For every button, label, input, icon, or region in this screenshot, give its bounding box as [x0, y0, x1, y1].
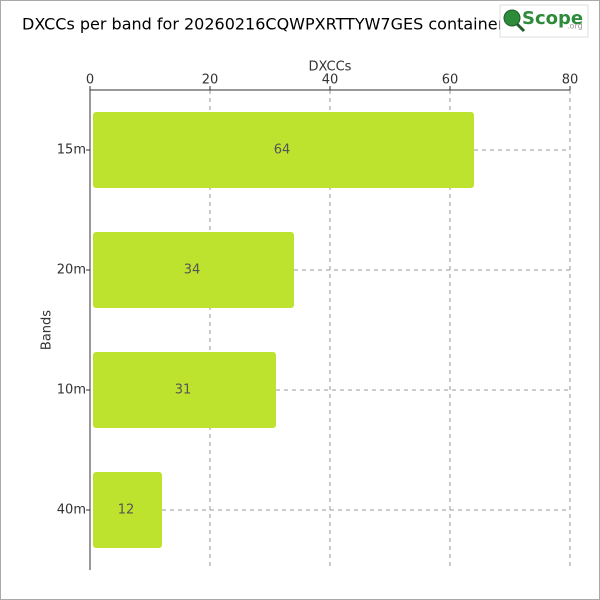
- logo-text: Scope: [522, 8, 583, 29]
- logo: Scope .org: [499, 4, 589, 38]
- x-tick-label: 0: [86, 73, 94, 88]
- bar: [93, 112, 474, 188]
- x-tick-label: 80: [562, 73, 579, 88]
- value-label: 64: [274, 143, 291, 158]
- y-tick-label: 10m: [57, 383, 86, 398]
- value-label: 12: [118, 503, 135, 518]
- y-tick-label: 15m: [57, 143, 86, 158]
- bar: [93, 352, 276, 428]
- logo-icon: [503, 9, 521, 27]
- value-label: 34: [184, 263, 201, 278]
- x-axis-label: DXCCs: [309, 60, 352, 75]
- bar: [93, 232, 294, 308]
- value-label: 31: [175, 383, 192, 398]
- x-tick-label: 40: [322, 73, 339, 88]
- bar: [93, 472, 162, 548]
- logo-handle: [515, 22, 526, 33]
- x-tick-label: 20: [202, 73, 219, 88]
- y-tick-label: 40m: [57, 503, 86, 518]
- y-axis-label: Bands: [40, 310, 55, 350]
- x-tick-label: 60: [442, 73, 459, 88]
- y-tick-label: 20m: [57, 263, 86, 278]
- chart-title: DXCCs per band for 20260216CQWPXRTTYW7GE…: [22, 15, 508, 34]
- logo-suffix: .org: [567, 22, 583, 31]
